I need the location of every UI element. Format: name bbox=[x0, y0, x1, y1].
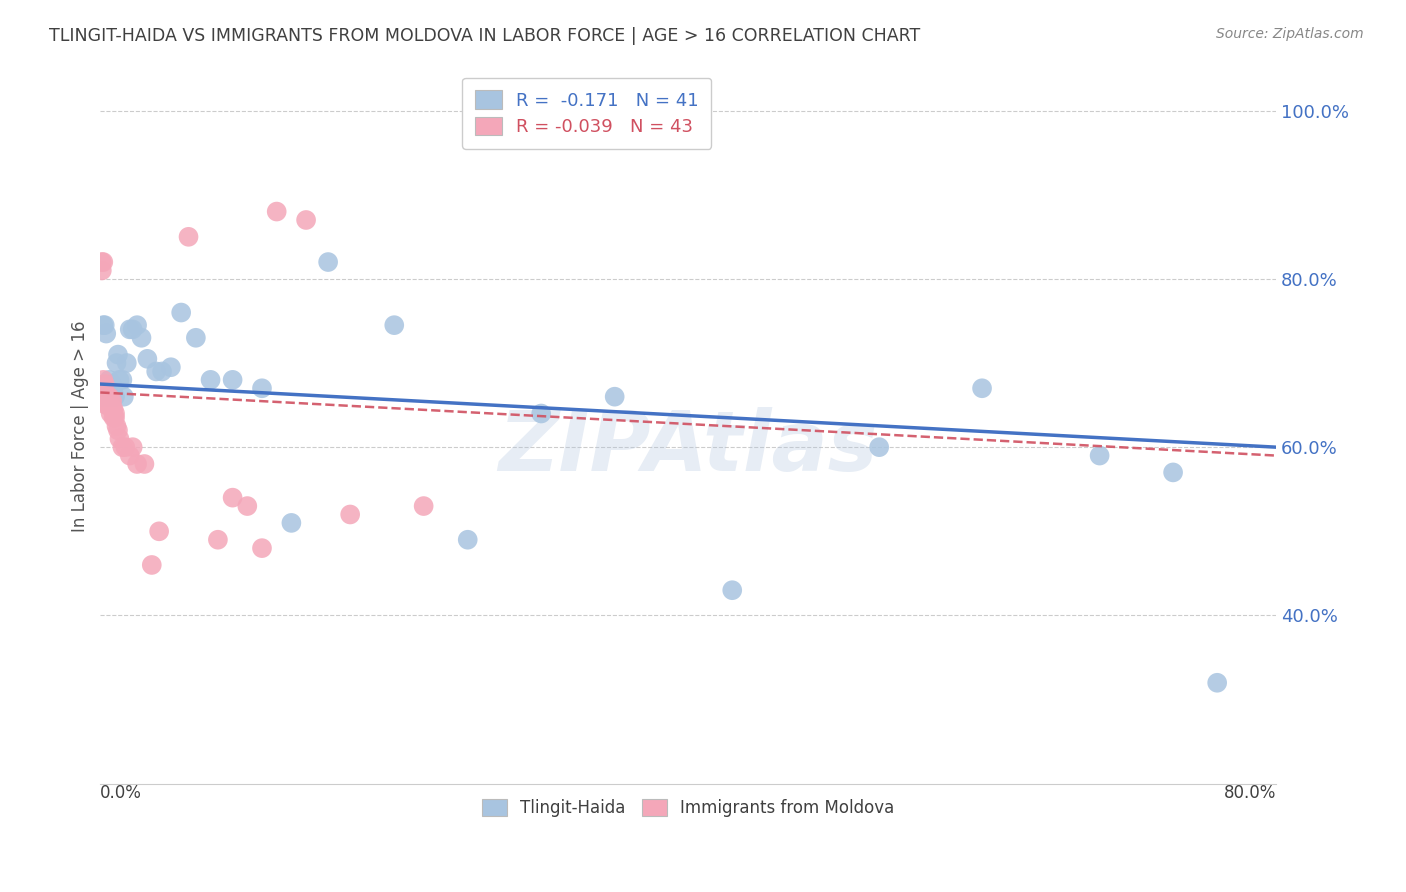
Y-axis label: In Labor Force | Age > 16: In Labor Force | Age > 16 bbox=[72, 320, 89, 532]
Point bbox=[603, 390, 626, 404]
Point bbox=[98, 390, 121, 404]
Point bbox=[170, 305, 193, 319]
Point bbox=[412, 499, 434, 513]
Point bbox=[721, 583, 744, 598]
Point bbox=[97, 398, 120, 412]
Point bbox=[94, 318, 117, 333]
Point bbox=[103, 381, 125, 395]
Point bbox=[108, 373, 131, 387]
Text: Source: ZipAtlas.com: Source: ZipAtlas.com bbox=[1216, 27, 1364, 41]
Point bbox=[105, 356, 128, 370]
Point bbox=[111, 440, 134, 454]
Point bbox=[127, 318, 149, 333]
Point bbox=[121, 322, 143, 336]
Point bbox=[150, 364, 173, 378]
Point bbox=[184, 331, 207, 345]
Point bbox=[91, 318, 114, 333]
Point bbox=[121, 440, 143, 454]
Point bbox=[250, 381, 273, 395]
Point bbox=[1206, 675, 1229, 690]
Point bbox=[127, 457, 149, 471]
Point bbox=[131, 331, 153, 345]
Text: TLINGIT-HAIDA VS IMMIGRANTS FROM MOLDOVA IN LABOR FORCE | AGE > 16 CORRELATION C: TLINGIT-HAIDA VS IMMIGRANTS FROM MOLDOVA… bbox=[49, 27, 921, 45]
Point bbox=[96, 398, 118, 412]
Point bbox=[236, 499, 259, 513]
Point bbox=[94, 390, 117, 404]
Point bbox=[90, 263, 112, 277]
Point bbox=[530, 407, 553, 421]
Point bbox=[339, 508, 361, 522]
Text: 0.0%: 0.0% bbox=[100, 784, 142, 802]
Point bbox=[98, 398, 121, 412]
Point bbox=[103, 402, 125, 417]
Point bbox=[148, 524, 170, 539]
Point bbox=[221, 373, 243, 387]
Legend: Tlingit-Haida, Immigrants from Moldova: Tlingit-Haida, Immigrants from Moldova bbox=[474, 790, 903, 825]
Point bbox=[145, 364, 167, 378]
Point bbox=[177, 229, 200, 244]
Point bbox=[118, 449, 141, 463]
Point bbox=[96, 326, 118, 341]
Point bbox=[101, 377, 124, 392]
Point bbox=[118, 322, 141, 336]
Point bbox=[104, 410, 127, 425]
Point bbox=[90, 390, 112, 404]
Point bbox=[98, 390, 121, 404]
Point bbox=[1088, 449, 1111, 463]
Point bbox=[221, 491, 243, 505]
Point bbox=[1161, 466, 1184, 480]
Point bbox=[207, 533, 229, 547]
Point bbox=[107, 348, 129, 362]
Point bbox=[97, 390, 120, 404]
Point bbox=[160, 360, 183, 375]
Point bbox=[101, 402, 124, 417]
Point bbox=[266, 204, 288, 219]
Point bbox=[457, 533, 479, 547]
Point bbox=[91, 381, 114, 395]
Point bbox=[104, 390, 127, 404]
Point bbox=[250, 541, 273, 556]
Point bbox=[114, 440, 136, 454]
Point bbox=[97, 390, 120, 404]
Point bbox=[96, 390, 118, 404]
Point bbox=[136, 351, 159, 366]
Point bbox=[115, 356, 138, 370]
Point bbox=[90, 255, 112, 269]
Point bbox=[105, 419, 128, 434]
Point bbox=[91, 373, 114, 387]
Point bbox=[141, 558, 163, 572]
Point bbox=[107, 423, 129, 437]
Text: ZIPAtlas: ZIPAtlas bbox=[499, 407, 877, 488]
Point bbox=[104, 407, 127, 421]
Point bbox=[280, 516, 302, 530]
Point bbox=[382, 318, 405, 333]
Point bbox=[108, 432, 131, 446]
Point bbox=[98, 373, 121, 387]
Point bbox=[94, 377, 117, 392]
Point bbox=[100, 393, 122, 408]
Point bbox=[101, 393, 124, 408]
Point bbox=[91, 255, 114, 269]
Point bbox=[112, 390, 135, 404]
Point bbox=[295, 213, 318, 227]
Point bbox=[868, 440, 890, 454]
Point bbox=[970, 381, 993, 395]
Text: 80.0%: 80.0% bbox=[1223, 784, 1277, 802]
Point bbox=[111, 373, 134, 387]
Point bbox=[103, 410, 125, 425]
Point bbox=[200, 373, 222, 387]
Point bbox=[94, 390, 117, 404]
Point bbox=[90, 390, 112, 404]
Point bbox=[316, 255, 339, 269]
Point bbox=[134, 457, 156, 471]
Point bbox=[100, 407, 122, 421]
